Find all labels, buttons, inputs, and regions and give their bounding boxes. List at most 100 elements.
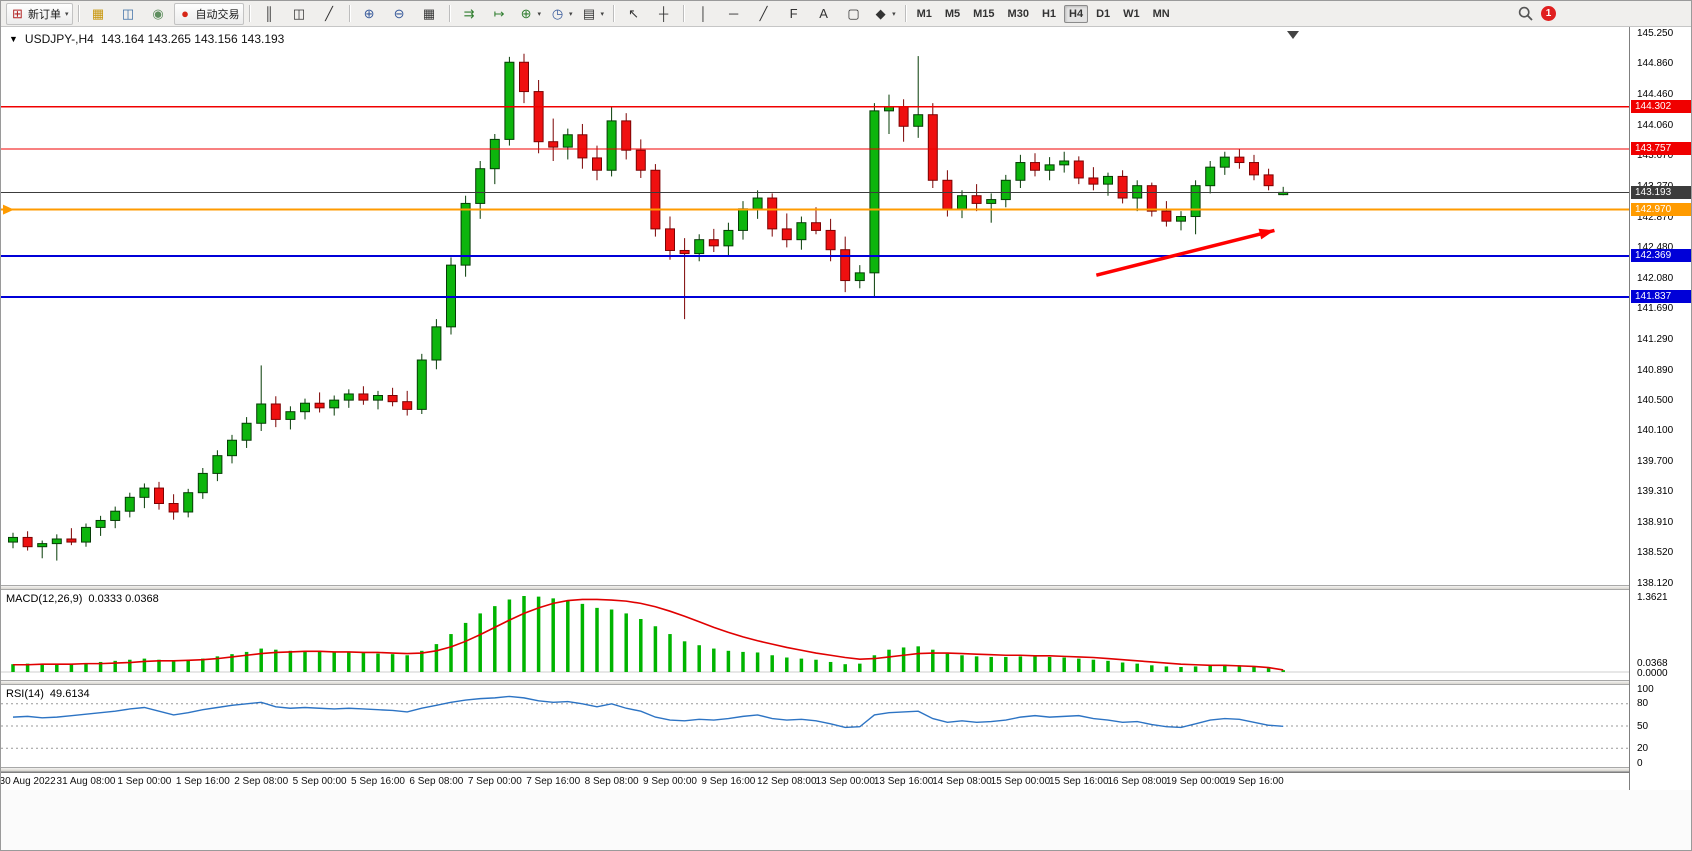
dropdown-caret-icon: ▾ [569, 10, 573, 18]
price-axis-label: 138.120 [1637, 578, 1674, 590]
panel-splitter[interactable] [1, 585, 1691, 590]
price-axis-label: 144.460 [1637, 89, 1674, 101]
autotrading-button-label: 自动交易 [195, 8, 240, 21]
macd-axis-label: 0.0368 [1637, 658, 1668, 669]
timeframe-mn-button[interactable]: MN [1152, 7, 1170, 20]
bear-candle [1117, 175, 1128, 199]
order-ticket-icon: ⊞ [12, 5, 23, 21]
periods-button[interactable]: ◷ ▾ [546, 3, 577, 25]
auto-scroll-button[interactable]: ⇉ [455, 3, 484, 25]
price-scale[interactable]: 144.302 143.757 143.193 142.970 142.369 141.8… [1629, 26, 1691, 790]
bear-candle [533, 91, 544, 143]
bar-chart-button[interactable]: ║ [255, 3, 284, 25]
panel-splitter[interactable] [1, 767, 1691, 772]
toolbar-separator [683, 5, 685, 22]
trendline-button[interactable]: ╱ [749, 3, 778, 25]
macd-chart-canvas[interactable] [1, 590, 1629, 680]
bull-candle [1044, 164, 1055, 171]
timeframe-d1-button[interactable]: D1 [1096, 7, 1111, 20]
candlestick-chart-button[interactable]: ◫ [285, 3, 314, 25]
bull-candle [212, 455, 223, 474]
new-order-button[interactable]: ⊞ 新订单 ▾ [6, 2, 73, 25]
autotrading-button[interactable]: ● 自动交易 [173, 2, 244, 25]
zoom-out-icon: ⊖ [393, 5, 405, 21]
rsi-indicator-name: RSI(14) [6, 688, 44, 700]
chart-symbol-period: USDJPY-,H4 [24, 32, 94, 46]
date-axis-label: 7 Sep 16:00 [526, 776, 581, 787]
dropdown-caret-icon: ▾ [892, 10, 896, 18]
indicators-button[interactable]: ⊕ ▾ [515, 3, 546, 25]
vertical-line-button[interactable]: │ [689, 3, 718, 25]
price-axis-label: 139.310 [1637, 486, 1674, 498]
search-button[interactable] [1511, 3, 1540, 25]
templates-button[interactable]: ▤ ▾ [578, 3, 609, 25]
tile-windows-button[interactable]: ▦ [415, 3, 444, 25]
candlestick-chart-canvas[interactable] [1, 26, 1629, 585]
bull-candle [95, 519, 106, 528]
navigator-button[interactable]: ◉ [144, 3, 173, 25]
shapes-button[interactable]: ◆ ▾ [869, 3, 900, 25]
zoom-in-button[interactable]: ⊕ [355, 3, 384, 25]
date-axis-label: 6 Sep 08:00 [409, 776, 464, 787]
clock-icon: ◷ [551, 5, 564, 21]
date-axis-label: 12 Sep 08:00 [757, 776, 817, 787]
bull-candle [562, 134, 573, 148]
bull-candle [329, 399, 340, 409]
panel-splitter[interactable] [1, 680, 1691, 685]
price-axis-label: 142.480 [1637, 241, 1674, 253]
bull-candle [1103, 175, 1113, 185]
timeframe-h1-button[interactable]: H1 [1041, 7, 1057, 20]
price-axis-label: 138.520 [1637, 547, 1674, 559]
chart-shift-marker [1287, 31, 1299, 39]
price-axis-label: 140.500 [1637, 394, 1674, 406]
toolbar: ⊞ 新订单 ▾ ▦ ◫ ◉ ● 自动交易 ║ ◫ ╱ ⊕ ⊖ ▦ ⇉ ↦ ⊕ ▾ ◷ ▾ ▤ ▾ ↖ ┼ │ ─ ╱ F A ▢ ◆ ▾ M1 M… [1, 1, 1691, 27]
chart-dropdown-button[interactable]: ▼ [9, 34, 18, 44]
text-label-button[interactable]: ▢ [839, 3, 868, 25]
price-level-tag: 143.757 [1631, 142, 1691, 156]
market-watch-button[interactable]: ◫ [114, 3, 143, 25]
profiles-icon: ▦ [91, 5, 105, 21]
profiles-button[interactable]: ▦ [84, 3, 113, 25]
chart-shift-button[interactable]: ↦ [485, 3, 514, 25]
cursor-button[interactable]: ↖ [619, 3, 648, 25]
bull-candle [913, 114, 924, 127]
bull-candle [110, 510, 121, 521]
timeframe-m30-button[interactable]: M30 [1007, 7, 1029, 20]
bull-candle [475, 168, 486, 204]
bear-candle [708, 239, 719, 247]
rsi-axis-label: 20 [1637, 742, 1649, 754]
line-chart-button[interactable]: ╱ [315, 3, 344, 25]
bear-candle [811, 222, 821, 231]
bear-candle [927, 114, 938, 181]
rsi-axis-label: 100 [1637, 683, 1654, 695]
bull-candle [37, 543, 48, 548]
date-axis-label: 15 Sep 16:00 [1049, 776, 1109, 787]
bull-candle [606, 120, 617, 171]
crosshair-button[interactable]: ┼ [649, 3, 678, 25]
bear-candle [679, 249, 690, 255]
rsi-chart-canvas[interactable] [1, 685, 1629, 767]
dropdown-caret-icon: ▾ [537, 10, 542, 18]
price-axis-label: 140.890 [1637, 364, 1674, 376]
market-watch-icon: ◫ [121, 5, 135, 21]
bear-candle [942, 179, 953, 210]
timeframe-m5-button[interactable]: M5 [944, 7, 961, 20]
timeframe-m15-button[interactable]: M15 [973, 7, 995, 20]
zoom-out-button[interactable]: ⊖ [385, 3, 414, 25]
timeframe-w1-button[interactable]: W1 [1123, 7, 1140, 20]
macd-panel: MACD(12,26,9) 0.0333 0.0368 [1, 590, 1629, 680]
date-axis-label: 16 Sep 08:00 [1107, 776, 1167, 787]
text-button[interactable]: A [809, 3, 838, 25]
bull-candle [986, 199, 997, 204]
time-scale[interactable]: 30 Aug 2022 31 Aug 08:00 1 Sep 00:00 1 Sep … [1, 772, 1629, 790]
candlestick-icon: ◫ [292, 5, 306, 21]
bear-candle [635, 149, 646, 171]
notification-badge[interactable]: 1 [1541, 6, 1556, 21]
fibonacci-button[interactable]: F [779, 3, 808, 25]
macd-axis-label: 1.3621 [1637, 592, 1668, 603]
bull-candle [1205, 166, 1216, 187]
horizontal-line-button[interactable]: ─ [719, 3, 748, 25]
timeframe-h4-button[interactable]: H4 [1064, 4, 1089, 23]
date-axis-label: 30 Aug 2022 [0, 776, 56, 787]
timeframe-m1-button[interactable]: M1 [916, 7, 932, 20]
